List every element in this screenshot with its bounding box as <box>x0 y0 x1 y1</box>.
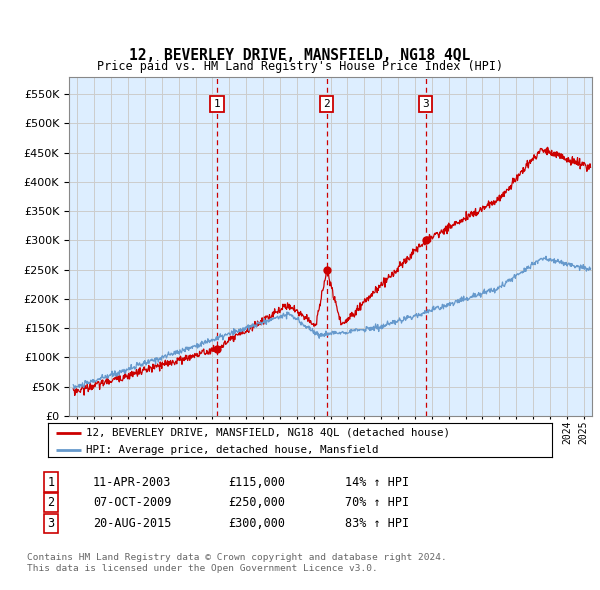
Text: 2: 2 <box>323 99 330 109</box>
Text: HPI: Average price, detached house, Mansfield: HPI: Average price, detached house, Mans… <box>86 445 379 455</box>
Text: 3: 3 <box>47 517 55 530</box>
Text: 12, BEVERLEY DRIVE, MANSFIELD, NG18 4QL: 12, BEVERLEY DRIVE, MANSFIELD, NG18 4QL <box>130 48 470 63</box>
Text: Contains HM Land Registry data © Crown copyright and database right 2024.: Contains HM Land Registry data © Crown c… <box>27 553 447 562</box>
Text: 2: 2 <box>47 496 55 509</box>
Text: 3: 3 <box>422 99 429 109</box>
Text: 14% ↑ HPI: 14% ↑ HPI <box>345 476 409 489</box>
Text: 1: 1 <box>214 99 220 109</box>
Text: 83% ↑ HPI: 83% ↑ HPI <box>345 517 409 530</box>
Text: 70% ↑ HPI: 70% ↑ HPI <box>345 496 409 509</box>
Text: 07-OCT-2009: 07-OCT-2009 <box>93 496 172 509</box>
Text: £300,000: £300,000 <box>228 517 285 530</box>
Text: This data is licensed under the Open Government Licence v3.0.: This data is licensed under the Open Gov… <box>27 565 378 573</box>
Text: 11-APR-2003: 11-APR-2003 <box>93 476 172 489</box>
Text: Price paid vs. HM Land Registry's House Price Index (HPI): Price paid vs. HM Land Registry's House … <box>97 60 503 73</box>
Text: 20-AUG-2015: 20-AUG-2015 <box>93 517 172 530</box>
Text: £115,000: £115,000 <box>228 476 285 489</box>
Text: £250,000: £250,000 <box>228 496 285 509</box>
Text: 12, BEVERLEY DRIVE, MANSFIELD, NG18 4QL (detached house): 12, BEVERLEY DRIVE, MANSFIELD, NG18 4QL … <box>86 428 450 438</box>
Text: 1: 1 <box>47 476 55 489</box>
